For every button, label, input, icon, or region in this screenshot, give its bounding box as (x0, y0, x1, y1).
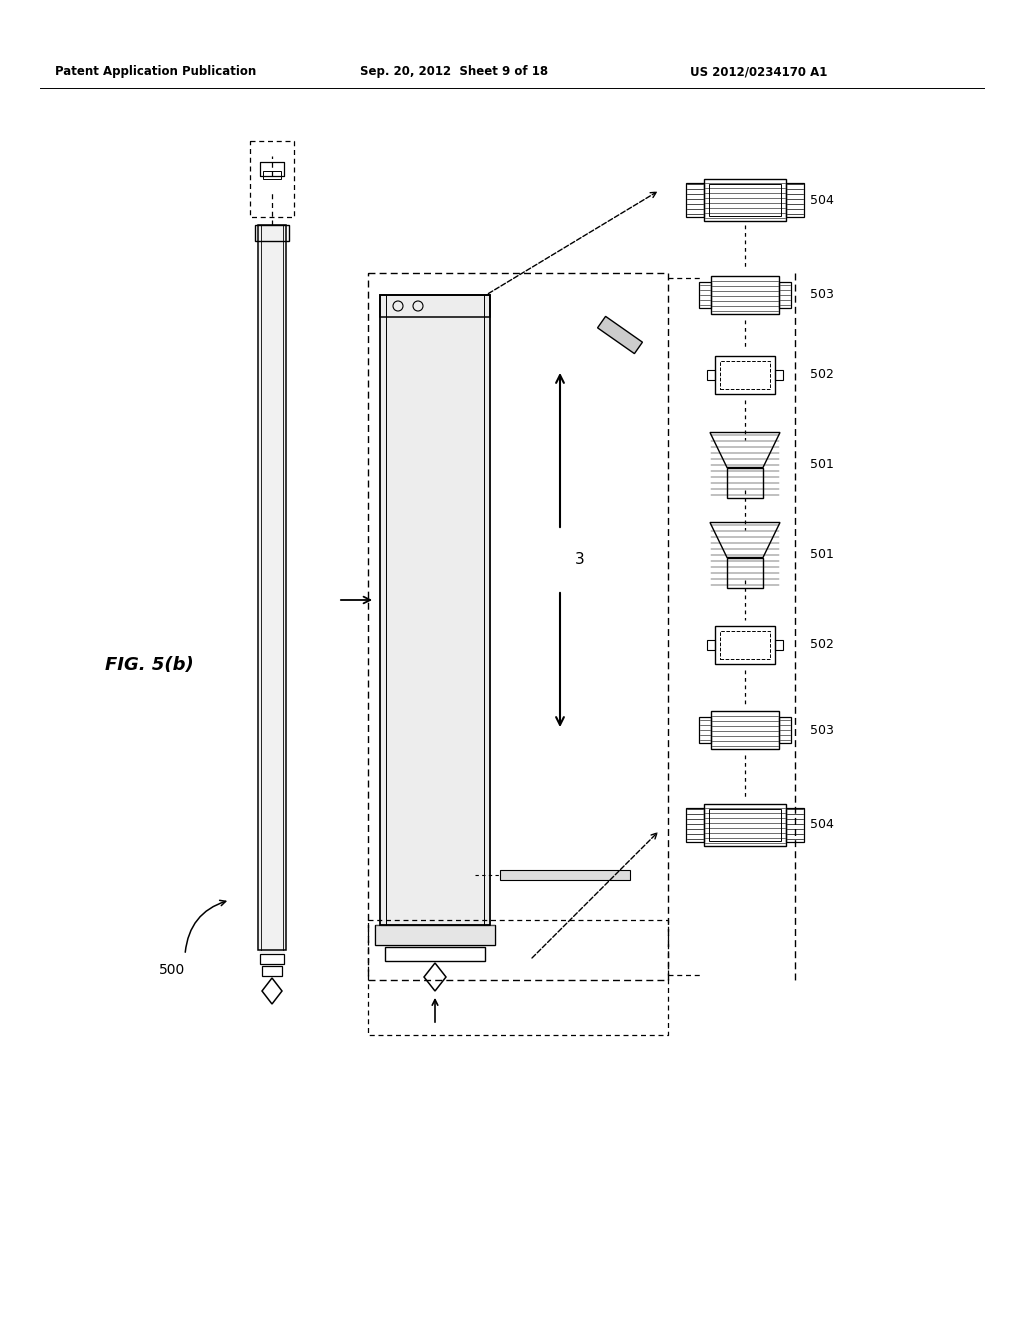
Bar (258, 224, 286, 950)
Bar (255, 224, 289, 242)
Bar (727, 467, 763, 498)
Bar (779, 282, 791, 308)
Text: 503: 503 (810, 723, 834, 737)
Text: FIG. 5(b): FIG. 5(b) (105, 656, 194, 675)
Bar (385, 946, 485, 961)
Bar (699, 282, 711, 308)
Text: Sep. 20, 2012  Sheet 9 of 18: Sep. 20, 2012 Sheet 9 of 18 (360, 66, 548, 78)
Bar (709, 183, 781, 216)
Bar (786, 808, 804, 842)
Bar (779, 717, 791, 743)
Text: 504: 504 (810, 194, 834, 206)
Bar (699, 717, 711, 743)
Text: 504: 504 (810, 818, 834, 832)
Bar (260, 162, 284, 176)
Bar (715, 626, 775, 664)
Text: 503: 503 (810, 289, 834, 301)
FancyArrowPatch shape (185, 900, 225, 952)
Text: 3: 3 (575, 553, 585, 568)
Text: US 2012/0234170 A1: US 2012/0234170 A1 (690, 66, 827, 78)
Text: 502: 502 (810, 639, 834, 652)
Bar (705, 804, 786, 846)
Bar (775, 370, 783, 380)
Bar (263, 172, 281, 180)
Text: 501: 501 (810, 549, 834, 561)
Bar (375, 925, 495, 945)
Bar (380, 294, 490, 925)
Bar (720, 631, 770, 659)
Bar (686, 808, 705, 842)
Text: 502: 502 (810, 368, 834, 381)
Bar (598, 317, 642, 354)
Bar (711, 711, 779, 748)
Bar (715, 356, 775, 393)
Bar (720, 360, 770, 389)
Bar (707, 370, 715, 380)
Bar (709, 809, 781, 841)
Bar (775, 640, 783, 649)
Bar (786, 183, 804, 216)
Bar (727, 557, 763, 587)
Bar (705, 180, 786, 220)
Bar (260, 954, 284, 964)
Bar (711, 276, 779, 314)
Text: 500: 500 (159, 964, 185, 977)
Bar (262, 966, 282, 975)
Bar (380, 294, 490, 317)
Bar (707, 640, 715, 649)
Text: 501: 501 (810, 458, 834, 471)
Bar (686, 183, 705, 216)
Text: Patent Application Publication: Patent Application Publication (55, 66, 256, 78)
Bar (500, 870, 630, 880)
